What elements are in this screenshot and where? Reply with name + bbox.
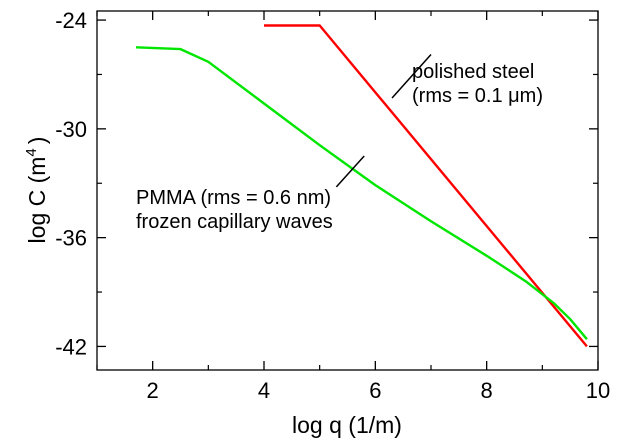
x-tick-label: 2 [147,378,159,403]
y-axis-title: log C (m4) [23,137,50,244]
x-tick-label: 8 [481,378,493,403]
series-line-polished-steel [264,24,588,348]
annotation-layer: polished steel (rms = 0.1 μm) PMMA (rms = … [136,54,543,233]
annotation-line: polished steel [412,61,534,83]
y-tick-label: -42 [55,334,87,359]
plot-frame [96,10,599,371]
y-axis-title-main: log C (m [24,157,50,244]
y-tick-label: -30 [55,117,87,142]
x-axis-title: log q (1/m) [292,412,402,438]
series-line-pmma [135,46,588,340]
x-tick-label: 4 [258,378,270,403]
annotation-label-polished-steel: polished steel (rms = 0.1 μm) [412,61,543,107]
x-tick-label: 6 [369,378,381,403]
annotation-line: PMMA (rms = 0.6 nm) [136,187,331,209]
x-tick-label: 10 [586,378,610,403]
annotation-line: (rms = 0.1 μm) [412,85,543,107]
y-tick-label: -24 [55,8,87,33]
tick-marks [96,11,599,370]
y-axis-title-close: ) [24,137,50,145]
annotation-line: frozen capillary waves [136,211,333,233]
annotation-pointer-pmma [335,155,365,188]
annotation-label-pmma: PMMA (rms = 0.6 nm) frozen capillary wave… [136,187,333,233]
annotation-pointer-polished-steel [391,54,432,99]
series-layer [135,24,588,348]
y-tick-label: -36 [55,226,87,251]
tick-labels: 2 4 6 8 10 -24 -30 -36 -42 [55,8,610,403]
y-axis-title-superscript: 4 [23,148,40,156]
